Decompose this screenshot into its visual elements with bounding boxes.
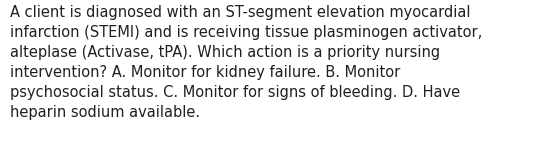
Text: A client is diagnosed with an ST-segment elevation myocardial
infarction (STEMI): A client is diagnosed with an ST-segment… <box>10 5 482 120</box>
